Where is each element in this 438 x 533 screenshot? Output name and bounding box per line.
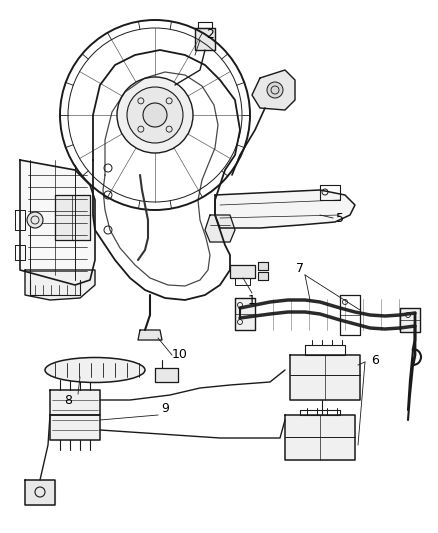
Polygon shape	[195, 28, 215, 50]
Polygon shape	[50, 390, 100, 415]
Text: 10: 10	[172, 349, 188, 361]
Polygon shape	[215, 190, 355, 228]
Polygon shape	[50, 415, 100, 440]
Text: 8: 8	[64, 393, 72, 407]
Text: 6: 6	[371, 353, 379, 367]
Polygon shape	[20, 160, 95, 285]
Text: 7: 7	[296, 262, 304, 274]
Ellipse shape	[45, 358, 145, 383]
Polygon shape	[258, 262, 268, 270]
Polygon shape	[55, 195, 90, 240]
Circle shape	[143, 103, 167, 127]
Polygon shape	[400, 308, 420, 332]
Polygon shape	[138, 330, 162, 340]
Text: 9: 9	[161, 401, 169, 415]
Polygon shape	[258, 272, 268, 280]
Text: 1: 1	[248, 294, 256, 306]
Polygon shape	[285, 415, 355, 460]
Polygon shape	[235, 298, 255, 330]
Circle shape	[127, 87, 183, 143]
Polygon shape	[155, 368, 178, 382]
Circle shape	[117, 77, 193, 153]
Polygon shape	[230, 265, 255, 278]
Polygon shape	[25, 270, 95, 300]
Circle shape	[267, 82, 283, 98]
Polygon shape	[25, 480, 55, 505]
Polygon shape	[290, 355, 360, 400]
Polygon shape	[205, 215, 235, 242]
Circle shape	[27, 212, 43, 228]
Text: 2: 2	[206, 28, 214, 42]
Text: 5: 5	[336, 212, 344, 224]
Polygon shape	[252, 70, 295, 110]
